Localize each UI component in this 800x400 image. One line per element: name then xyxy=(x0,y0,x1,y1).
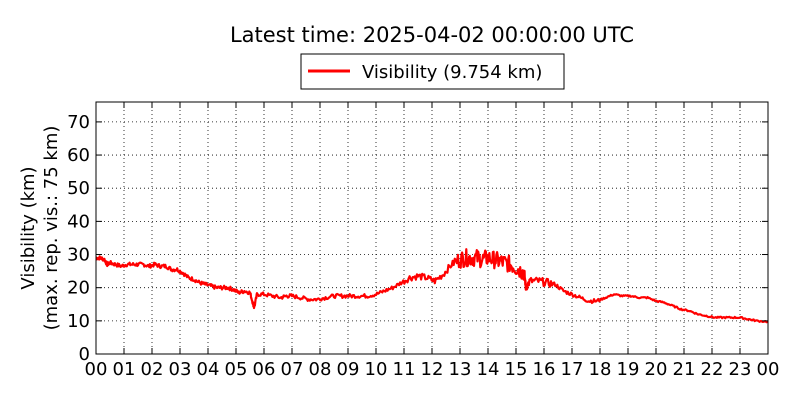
x-tick-label: 17 xyxy=(561,359,584,380)
x-tick-label: 05 xyxy=(225,359,248,380)
x-tick-label: 07 xyxy=(281,359,304,380)
x-tick-label: 19 xyxy=(617,359,640,380)
plot-frame xyxy=(95,101,769,355)
x-tick-label: 04 xyxy=(197,359,220,380)
grid xyxy=(96,102,768,354)
y-tick-label: 20 xyxy=(67,278,90,299)
x-tick-label: 23 xyxy=(729,359,752,380)
x-tick-label: 03 xyxy=(169,359,192,380)
legend: Visibility (9.754 km) xyxy=(300,53,565,90)
series-line-0 xyxy=(95,248,769,324)
x-tick-label: 15 xyxy=(505,359,528,380)
y-tick-label: 50 xyxy=(67,178,90,199)
x-tick-label: 11 xyxy=(393,359,416,380)
x-tick-label: 21 xyxy=(673,359,696,380)
legend-label: Visibility (9.754 km) xyxy=(362,62,542,83)
y-tick-label: 60 xyxy=(67,145,90,166)
x-tick-label: 01 xyxy=(113,359,136,380)
y-tick-label: 40 xyxy=(67,211,90,232)
y-axis-label-line2: (max. rep. vis.: 75 km) xyxy=(41,126,62,331)
x-tick-label: 13 xyxy=(449,359,472,380)
x-tick-label: 09 xyxy=(337,359,360,380)
x-tick-label: 06 xyxy=(253,359,276,380)
series-layer xyxy=(95,248,769,324)
y-axis-ticks: 0 10 20 30 40 50 60 70 xyxy=(67,112,768,365)
x-tick-label: 12 xyxy=(421,359,444,380)
x-tick-label: 02 xyxy=(141,359,164,380)
chart-title: Latest time: 2025-04-02 00:00:00 UTC xyxy=(230,23,634,47)
y-tick-label: 30 xyxy=(67,245,90,266)
plot-border xyxy=(95,101,769,355)
x-tick-label: 14 xyxy=(477,359,500,380)
x-tick-label: 00 xyxy=(85,359,108,380)
y-tick-label: 70 xyxy=(67,112,90,133)
x-tick-label: 22 xyxy=(701,359,724,380)
x-tick-label: 18 xyxy=(589,359,612,380)
y-tick-label: 10 xyxy=(67,311,90,332)
y-axis-label-line1: Visibility (km) xyxy=(18,166,39,289)
y-tick-label: 0 xyxy=(79,344,90,365)
x-tick-label: 16 xyxy=(533,359,556,380)
x-tick-label: 10 xyxy=(365,359,388,380)
x-tick-label: 00 xyxy=(757,359,780,380)
y-axis-label: Visibility (km) (max. rep. vis.: 75 km) xyxy=(18,126,62,331)
x-tick-label: 20 xyxy=(645,359,668,380)
x-axis-ticks: 00 01 02 03 04 05 06 07 08 09 10 11 12 13 14 15 16 17 18 19… xyxy=(85,102,780,380)
x-tick-label: 08 xyxy=(309,359,332,380)
